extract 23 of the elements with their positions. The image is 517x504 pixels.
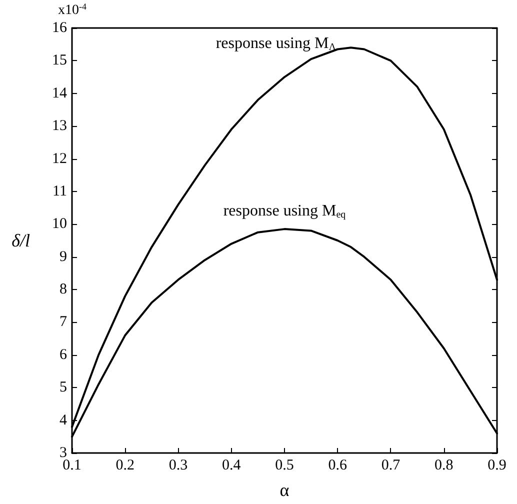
x-tick-label: 0.4 bbox=[222, 458, 242, 474]
y-tick-label: 16 bbox=[52, 20, 68, 36]
y-tick-label: 12 bbox=[52, 150, 67, 167]
x-axis-title: α bbox=[280, 480, 290, 500]
y-tick-label: 8 bbox=[60, 282, 67, 298]
y-tick-label: 9 bbox=[60, 248, 67, 265]
y-tick-label: 10 bbox=[52, 216, 67, 232]
y-tick-label: 5 bbox=[60, 380, 67, 396]
x-tick-label: 0.2 bbox=[116, 458, 134, 474]
x-tick-label: 0.7 bbox=[381, 458, 401, 474]
y-tick-label: 13 bbox=[52, 118, 67, 134]
y-tick-label: 7 bbox=[60, 314, 68, 330]
y-axis-title: δ/l bbox=[12, 230, 30, 250]
y-tick-label: 11 bbox=[52, 183, 67, 200]
y-tick-label: 6 bbox=[60, 346, 68, 363]
y-tick-label: 14 bbox=[52, 85, 68, 102]
x-tick-label: 0.5 bbox=[275, 458, 294, 474]
y-tick-label: 4 bbox=[60, 412, 68, 428]
x-tick-label: 0.6 bbox=[328, 458, 348, 474]
x-tick-label: 0.8 bbox=[434, 458, 454, 474]
x-tick-label: 0.9 bbox=[488, 458, 506, 474]
x-tick-label: 0.3 bbox=[168, 458, 188, 474]
y-tick-label: 15 bbox=[52, 52, 67, 69]
